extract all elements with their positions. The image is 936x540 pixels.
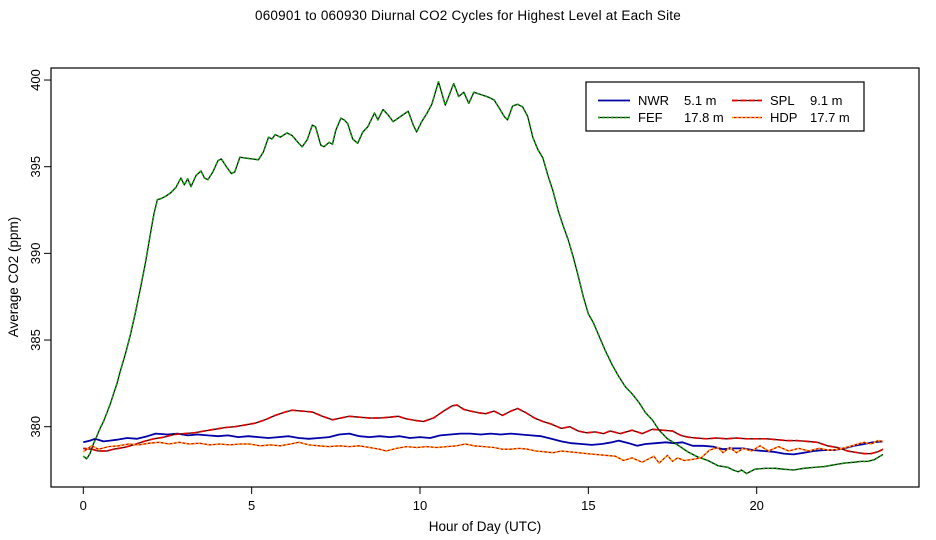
legend: NWR 5.1 m FEF 17.8 m SPL 9.1 m HDP 17.7 m (585, 81, 865, 132)
y-tick-label: 380 (28, 416, 43, 438)
y-tick-label: 385 (28, 329, 43, 351)
series-spl (83, 404, 884, 455)
series-fef (82, 80, 884, 475)
legend-entry-spl: SPL 9.1 m (732, 93, 843, 108)
series-fef-base-line (82, 81, 884, 475)
legend-entry-nwr: NWR 5.1 m (598, 93, 717, 108)
y-tick-label: 400 (28, 69, 43, 91)
series-hdp (82, 439, 884, 464)
legend-height-nwr: 5.1 m (684, 93, 717, 108)
series-hdp-base-line (82, 439, 884, 464)
series-fef-line (82, 80, 884, 475)
series-spl-line (83, 404, 884, 455)
legend-entry-fef: FEF 17.8 m (598, 110, 724, 125)
legend-box (585, 81, 865, 132)
legend-label-nwr: NWR (638, 93, 669, 108)
x-tick-label: 0 (80, 498, 87, 513)
legend-label-hdp: HDP (770, 110, 797, 125)
legend-height-spl: 9.1 m (810, 93, 843, 108)
legend-height-fef: 17.8 m (684, 110, 724, 125)
legend-label-fef: FEF (638, 110, 663, 125)
legend-height-hdp: 17.7 m (810, 110, 850, 125)
y-tick-label: 395 (28, 156, 43, 178)
y-axis: 380 385 390 395 400 (28, 69, 51, 438)
x-tick-label: 10 (413, 498, 427, 513)
x-tick-label: 20 (749, 498, 763, 513)
chart-title: 060901 to 060930 Diurnal CO2 Cycles for … (255, 8, 681, 23)
legend-label-spl: SPL (770, 93, 795, 108)
x-tick-label: 15 (581, 498, 595, 513)
x-tick-label: 5 (248, 498, 255, 513)
plot-box (50, 67, 920, 488)
x-axis-title: Hour of Day (UTC) (428, 519, 542, 534)
x-axis: 0 5 10 15 20 (80, 487, 764, 513)
y-tick-label: 390 (28, 243, 43, 265)
legend-entry-hdp: HDP 17.7 m (732, 110, 850, 125)
